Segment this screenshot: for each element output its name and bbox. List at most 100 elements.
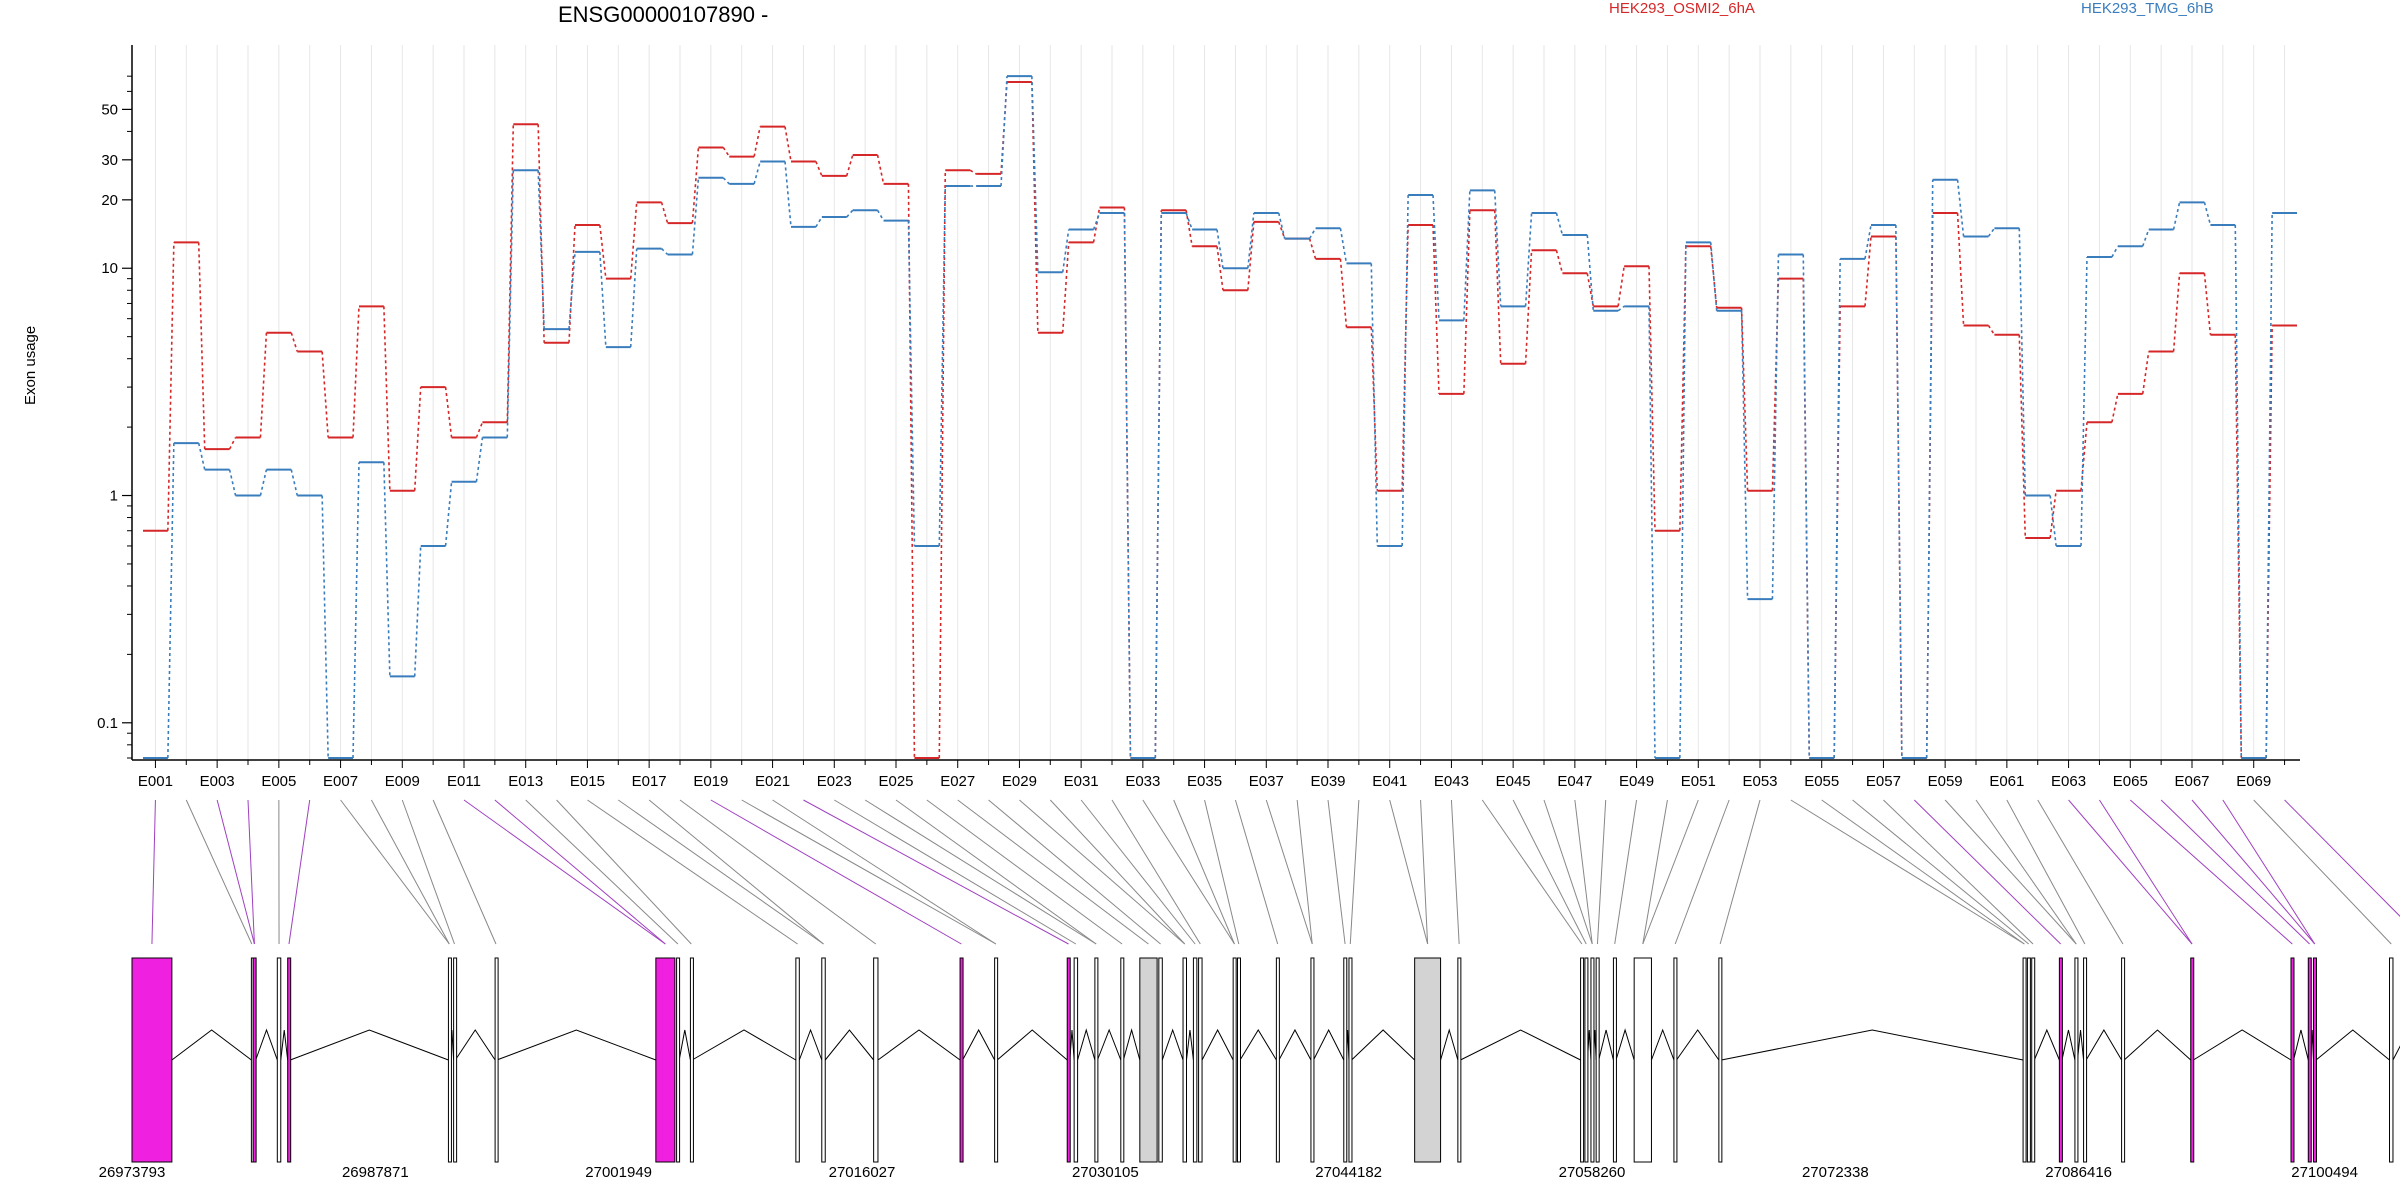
exon-connector: [463, 799, 666, 945]
series-connector: [1123, 213, 1132, 759]
series-connector: [568, 224, 576, 343]
series-connector: [167, 443, 175, 759]
series-connector: [1555, 212, 1564, 236]
series-connector: [475, 421, 484, 438]
x-tick-label: E021: [755, 773, 790, 790]
intron: [1077, 1028, 1096, 1061]
intron: [2077, 1029, 2085, 1061]
series-connector: [475, 437, 484, 482]
series-connector: [2080, 257, 2088, 546]
series-connector: [321, 351, 329, 438]
series-connector: [2049, 490, 2057, 539]
series-connector: [815, 216, 823, 228]
exon-connector: [2006, 799, 2086, 945]
exon-connector: [151, 799, 156, 945]
chart-title: ENSG00000107890 -: [558, 2, 769, 27]
exon-block: [1584, 957, 1589, 1163]
x-tick-label: E005: [261, 773, 296, 790]
exon-block: [1236, 957, 1241, 1163]
intron: [678, 1029, 691, 1061]
exon-connector: [1420, 799, 1429, 945]
series-connector: [1000, 76, 1008, 187]
legend-series-1: HEK293_OSMI2_6hA: [1609, 0, 1755, 17]
exon-block: [1633, 957, 1652, 1163]
exon-connector: [587, 799, 798, 945]
y-axis-label: Exon usage: [22, 325, 39, 405]
exon-connector: [2284, 799, 2400, 917]
series-connector: [1185, 210, 1193, 247]
exon-connector: [185, 799, 253, 945]
exon-connector: [1234, 799, 1279, 945]
series-connector: [1154, 210, 1163, 759]
exon-connector: [401, 799, 455, 945]
intron: [171, 1029, 252, 1061]
x-tick-label: E029: [1002, 773, 1037, 790]
x-tick-label: E013: [508, 773, 543, 790]
series-connector: [383, 462, 391, 677]
legend-series-2: HEK293_TMG_6hB: [2081, 0, 2214, 17]
exon-block: [1182, 957, 1187, 1163]
y-tick-label: 30: [101, 152, 118, 169]
x-tick-label: E047: [1557, 773, 1592, 790]
exon-connector: [1080, 799, 1196, 945]
series-connector: [1679, 242, 1687, 759]
series-1: [143, 80, 2297, 759]
exon-block: [287, 957, 292, 1163]
exon-block: [821, 957, 826, 1163]
series-connector: [1493, 210, 1502, 364]
exon-connector: [494, 799, 666, 945]
exon-block: [1343, 957, 1348, 1163]
series-connector: [444, 481, 453, 547]
exon-block: [2307, 957, 2312, 1163]
x-tick-label: E009: [385, 773, 420, 790]
exon-block: [2190, 957, 2195, 1163]
intron: [962, 1028, 996, 1061]
exon-block: [1198, 957, 1203, 1163]
exon-connector: [988, 799, 1161, 945]
intron: [454, 1029, 496, 1061]
x-tick-label: E041: [1372, 773, 1407, 790]
exon-connector: [2099, 799, 2193, 945]
exon-block: [1457, 957, 1462, 1163]
series-connector: [1432, 224, 1440, 394]
exon-connector: [2191, 799, 2316, 945]
intron: [255, 1028, 278, 1061]
series-connector: [2141, 229, 2150, 247]
series-connector: [2203, 202, 2212, 226]
exon-block: [1590, 957, 1595, 1163]
exon-connector: [1642, 799, 1668, 945]
x-tick-label: E059: [1928, 773, 1963, 790]
intron: [1598, 1029, 1614, 1061]
exon-block: [1139, 957, 1158, 1163]
series-connector: [1308, 238, 1317, 260]
series-connector: [2111, 393, 2119, 423]
series-connector: [2141, 351, 2150, 395]
series-connector: [1895, 224, 1903, 759]
series-connector: [537, 170, 545, 330]
series-connector: [1648, 266, 1656, 531]
x-tick-label: E007: [323, 773, 358, 790]
intron: [2085, 1029, 2123, 1061]
exon-connector: [1204, 799, 1240, 945]
series-connector: [1617, 305, 1625, 312]
intron: [496, 1029, 657, 1061]
exon-connector: [2222, 799, 2316, 945]
x-axis: E001 E003 E005 E007 E009 E011 E013 E015 E017 E019…: [132, 759, 2300, 790]
exon-block: [494, 957, 499, 1163]
exon-connector: [1719, 799, 1761, 945]
exon-block: [1120, 957, 1125, 1163]
exon-connector: [1913, 799, 2062, 945]
series-connector: [1216, 246, 1224, 291]
exon-block: [795, 957, 800, 1163]
series-connector: [506, 124, 515, 423]
series-connector: [599, 251, 607, 348]
exon-block: [2058, 957, 2063, 1163]
intron: [996, 1029, 1068, 1061]
exon-block: [1348, 957, 1353, 1163]
series-connector: [2080, 422, 2088, 491]
intron: [824, 1029, 875, 1061]
exon-block: [1094, 957, 1099, 1163]
series-connector: [846, 209, 854, 218]
x-tick-label: E019: [693, 773, 728, 790]
exon-block: [252, 957, 257, 1163]
